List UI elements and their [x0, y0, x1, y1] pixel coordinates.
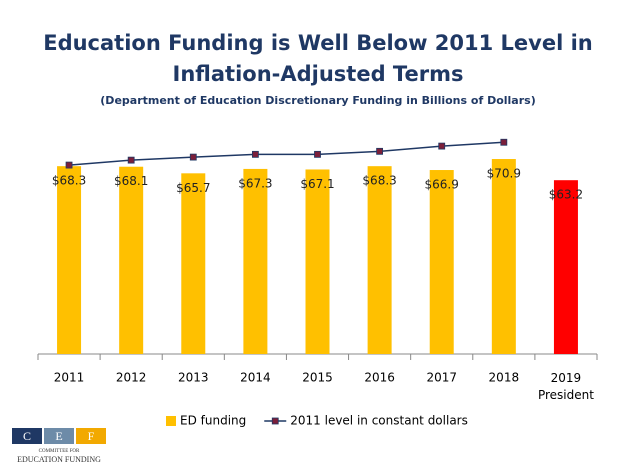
chart-title: Education Funding is Well Below 2011 Lev…	[43, 31, 593, 55]
line-marker	[251, 150, 259, 158]
x-tick-label: 2011	[54, 371, 85, 385]
legend-swatch	[166, 416, 176, 426]
logo-text: COMMITTEE FOR	[39, 449, 80, 454]
logo-letter: E	[55, 429, 62, 443]
data-label: $66.9	[425, 178, 459, 192]
x-tick-label: 2016	[364, 371, 395, 385]
line-marker	[500, 138, 508, 146]
bar	[119, 166, 144, 354]
x-tick-label: 2014	[240, 371, 271, 385]
chart-title: Inflation-Adjusted Terms	[173, 62, 464, 86]
logo: C E F COMMITTEE FOR EDUCATION FUNDING	[12, 428, 106, 464]
x-tick-label: 2019 President	[538, 371, 594, 402]
data-label: $67.3	[238, 176, 272, 190]
logo-text: EDUCATION FUNDING	[17, 455, 101, 464]
line-marker	[65, 161, 73, 169]
bar	[553, 180, 578, 354]
x-tick-label: 2012	[116, 371, 147, 385]
x-tick-label: 2015	[302, 371, 333, 385]
legend-label: ED funding	[180, 414, 246, 428]
logo-box	[44, 428, 74, 444]
line-marker	[127, 156, 135, 164]
bar	[429, 170, 454, 354]
data-label: $68.1	[114, 174, 148, 188]
x-tick-label: 2018	[489, 371, 520, 385]
data-label: $65.7	[176, 181, 210, 195]
data-label: $68.3	[362, 174, 396, 188]
line-marker	[189, 153, 197, 161]
bar	[181, 173, 206, 354]
line-marker	[438, 142, 446, 150]
data-label: $70.9	[487, 167, 521, 181]
logo-box	[12, 428, 42, 444]
chart-subtitle: (Department of Education Discretionary F…	[100, 94, 535, 107]
line-marker	[376, 147, 384, 155]
bar	[491, 159, 516, 354]
line	[68, 141, 504, 166]
logo-letter: C	[23, 429, 31, 443]
logo-box	[76, 428, 106, 444]
bar	[367, 166, 392, 354]
x-tick-label: 2013	[178, 371, 209, 385]
bar	[305, 169, 330, 354]
bar	[243, 168, 268, 354]
legend-marker	[271, 417, 279, 425]
legend-label: 2011 level in constant dollars	[290, 414, 468, 428]
data-label: $67.1	[300, 177, 334, 191]
logo-letter: F	[88, 429, 95, 443]
data-label: $68.3	[52, 174, 86, 188]
line-marker	[314, 150, 321, 158]
bar	[57, 166, 82, 354]
x-tick-label: 2017	[426, 371, 457, 385]
data-label: $63.2	[549, 188, 583, 202]
